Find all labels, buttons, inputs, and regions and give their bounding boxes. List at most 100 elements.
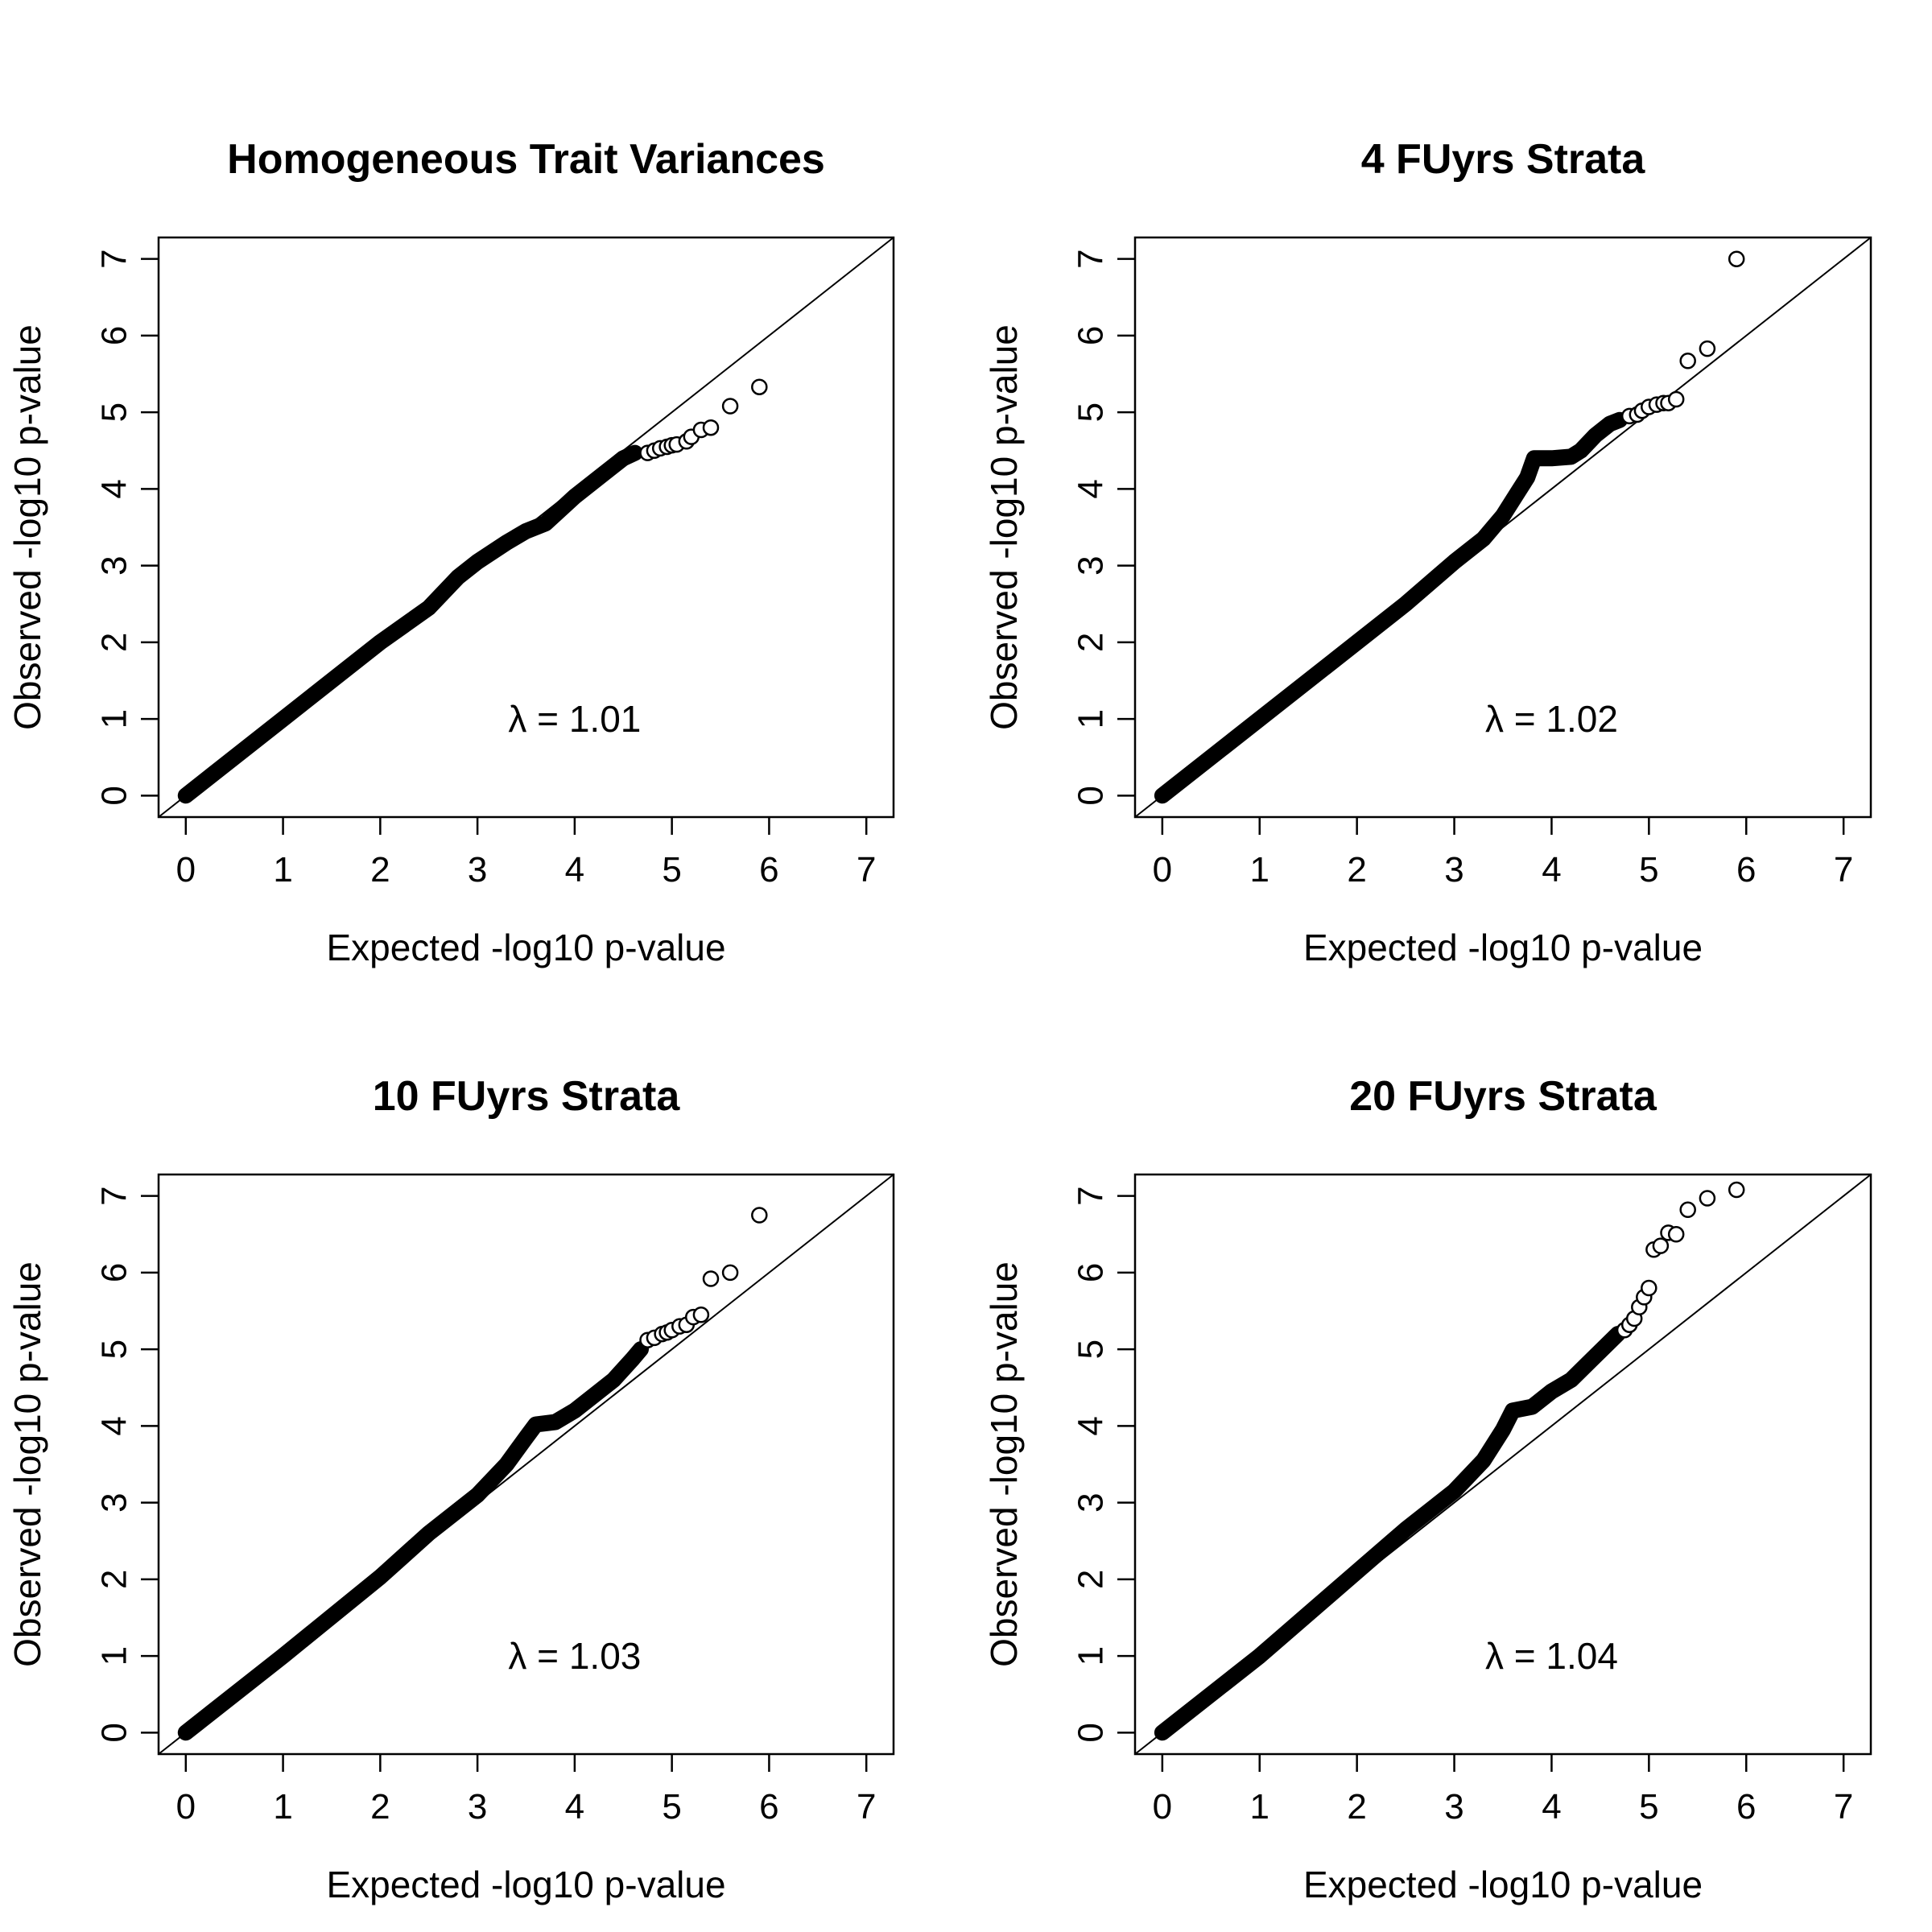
data-point: [702, 1270, 720, 1287]
x-tick-label: 3: [1444, 850, 1463, 890]
y-tick-label: 5: [1071, 1340, 1111, 1359]
y-tick-label: 5: [95, 1340, 134, 1359]
qq-panel-4: 20 FUyrs Strata 0 1 2 3 4 5 6 7 0 1 2 3 4 5 6 7 Expected …: [983, 1073, 1872, 1905]
x-tick-label: 4: [1542, 1787, 1561, 1827]
x-tick-label: 3: [1444, 1787, 1463, 1827]
x-tick-label: 1: [273, 850, 292, 890]
data-point: [1667, 1226, 1685, 1243]
x-tick-label: 4: [565, 850, 584, 890]
x-tick-label: 7: [857, 1787, 876, 1827]
y-tick-label: 4: [95, 1416, 134, 1435]
data-point: [751, 1207, 768, 1224]
y-tick-label: 7: [95, 249, 134, 268]
x-axis-label: Expected -log10 p-value: [326, 927, 725, 968]
y-tick-label: 5: [1071, 402, 1111, 422]
y-tick-label: 3: [1071, 555, 1111, 575]
x-tick-label: 6: [1736, 1787, 1756, 1827]
y-tick-label: 4: [1071, 1416, 1111, 1435]
data-point: [1667, 390, 1685, 408]
data-point: [751, 378, 768, 395]
data-point: [721, 398, 739, 415]
y-tick-label: 0: [95, 1723, 134, 1742]
x-tick-label: 6: [759, 1787, 778, 1827]
x-tick-label: 1: [1250, 850, 1269, 890]
x-tick-label: 5: [1639, 1787, 1658, 1827]
x-tick-label: 2: [1347, 850, 1366, 890]
y-tick-label: 1: [1071, 1646, 1111, 1666]
data-point: [1679, 353, 1696, 369]
y-tick-label: 6: [1071, 326, 1111, 345]
y-tick-label: 3: [95, 555, 134, 575]
x-tick-label: 1: [1250, 1787, 1269, 1827]
panel-title: 20 FUyrs Strata: [1349, 1073, 1657, 1120]
dense-points-series: [1154, 1326, 1626, 1741]
x-tick-label: 4: [1542, 850, 1561, 890]
x-tick-label: 0: [1153, 1787, 1172, 1827]
y-axis-label: Observed -log10 p-value: [6, 1261, 48, 1667]
data-point: [1728, 250, 1745, 267]
x-tick-label: 5: [662, 850, 681, 890]
panel-title: Homogeneous Trait Variances: [227, 136, 825, 183]
plot-frame: [1133, 236, 1872, 819]
x-tick-label: 2: [370, 850, 390, 890]
y-tick-label: 7: [1071, 1186, 1111, 1205]
y-tick-label: 2: [95, 633, 134, 652]
dense-points-series: [177, 1341, 649, 1741]
y-tick-label: 1: [95, 1646, 134, 1666]
x-tick-label: 6: [1736, 850, 1756, 890]
data-point: [1641, 1279, 1657, 1297]
x-tick-label: 2: [370, 1787, 390, 1827]
y-tick-label: 2: [1071, 1570, 1111, 1589]
qq-panel-1: Homogeneous Trait Variances 0 1 2 3 4 5 6 7 0 1 2 3 4…: [6, 136, 895, 968]
y-tick-label: 0: [95, 786, 134, 805]
data-point: [1699, 1190, 1716, 1207]
y-tick-label: 1: [1071, 709, 1111, 729]
x-axis-label: Expected -log10 p-value: [1303, 1864, 1703, 1905]
data-point: [1679, 1201, 1696, 1219]
x-axis-label: Expected -log10 p-value: [1303, 927, 1703, 968]
y-tick-label: 7: [1071, 249, 1111, 268]
y-tick-label: 6: [95, 1263, 134, 1282]
data-point: [1652, 1237, 1670, 1254]
y-axis-label: Observed -log10 p-value: [983, 1261, 1025, 1667]
data-point: [721, 1264, 739, 1282]
x-tick-label: 1: [273, 1787, 292, 1827]
dense-points-series: [177, 444, 643, 804]
x-tick-label: 7: [1834, 1787, 1853, 1827]
qq-panel-2: 4 FUyrs Strata 0 1 2 3 4 5 6 7 0 1 2 3 4 5 6 7 Expected -…: [983, 136, 1872, 968]
x-tick-label: 0: [176, 1787, 196, 1827]
data-point: [692, 1307, 710, 1323]
x-tick-label: 5: [662, 1787, 681, 1827]
plot-frame: [157, 236, 895, 819]
y-tick-label: 1: [95, 709, 134, 729]
x-tick-label: 7: [1834, 850, 1853, 890]
x-tick-label: 3: [468, 850, 487, 890]
lambda-annotation: λ = 1.04: [1485, 1635, 1618, 1677]
y-tick-label: 7: [95, 1186, 134, 1205]
y-axis-label: Observed -log10 p-value: [983, 324, 1025, 730]
x-axis-label: Expected -log10 p-value: [326, 1864, 725, 1905]
y-tick-label: 3: [95, 1492, 134, 1512]
plot-frame: [157, 1173, 895, 1756]
x-tick-label: 5: [1639, 850, 1658, 890]
panel-title: 4 FUyrs Strata: [1361, 136, 1646, 183]
y-tick-label: 5: [95, 402, 134, 422]
y-tick-label: 2: [1071, 633, 1111, 652]
y-tick-label: 3: [1071, 1492, 1111, 1512]
y-tick-label: 0: [1071, 786, 1111, 805]
dense-points-series: [1154, 411, 1629, 804]
data-point: [1699, 340, 1716, 357]
data-point: [1728, 1181, 1745, 1199]
x-tick-label: 3: [468, 1787, 487, 1827]
y-tick-label: 2: [95, 1570, 134, 1589]
x-tick-label: 4: [565, 1787, 584, 1827]
panel-title: 10 FUyrs Strata: [373, 1073, 681, 1120]
x-tick-label: 0: [176, 850, 196, 890]
y-tick-label: 0: [1071, 1723, 1111, 1742]
x-tick-label: 6: [759, 850, 778, 890]
lambda-annotation: λ = 1.01: [508, 698, 641, 740]
lambda-annotation: λ = 1.02: [1485, 698, 1618, 740]
data-point: [702, 419, 720, 436]
qq-panel-3: 10 FUyrs Strata 0 1 2 3 4 5 6 7 0 1 2 3 4 5 6 7 Expected …: [6, 1073, 895, 1905]
